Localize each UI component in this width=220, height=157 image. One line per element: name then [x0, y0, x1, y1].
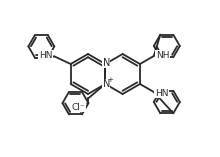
Text: NH: NH	[156, 51, 169, 60]
Text: N: N	[103, 58, 110, 68]
Text: HN: HN	[155, 89, 168, 97]
Text: N: N	[103, 79, 110, 89]
Text: +: +	[107, 78, 113, 84]
Text: HN: HN	[39, 51, 52, 60]
Text: Cl⁻: Cl⁻	[72, 103, 85, 112]
